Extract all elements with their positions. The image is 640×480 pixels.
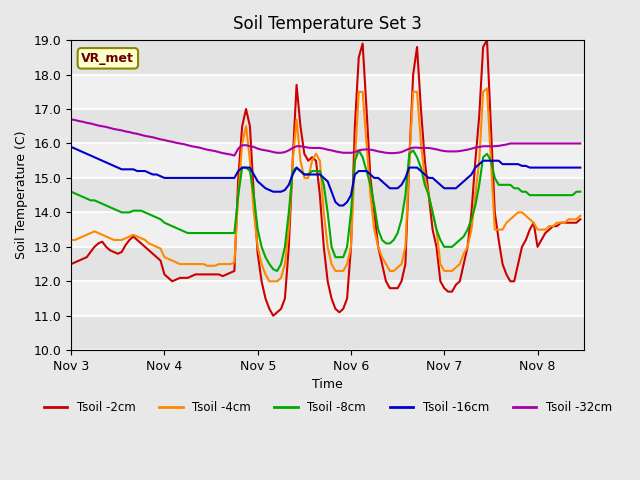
Tsoil -32cm bbox=[110, 126, 118, 132]
Tsoil -8cm bbox=[577, 189, 584, 194]
Tsoil -16cm bbox=[483, 158, 491, 164]
Legend: Tsoil -2cm, Tsoil -4cm, Tsoil -8cm, Tsoil -16cm, Tsoil -32cm: Tsoil -2cm, Tsoil -4cm, Tsoil -8cm, Tsoi… bbox=[39, 396, 616, 419]
Tsoil -2cm bbox=[479, 44, 487, 50]
Tsoil -2cm bbox=[223, 272, 230, 277]
Tsoil -2cm bbox=[577, 216, 584, 222]
Tsoil -32cm bbox=[577, 141, 584, 146]
Tsoil -4cm bbox=[67, 237, 75, 243]
Tsoil -8cm bbox=[487, 158, 495, 164]
Tsoil -2cm bbox=[238, 123, 246, 129]
Tsoil -16cm bbox=[479, 158, 487, 164]
Tsoil -16cm bbox=[238, 165, 246, 170]
Tsoil -32cm bbox=[483, 144, 491, 149]
Bar bbox=[71, 247, 584, 281]
Tsoil -8cm bbox=[238, 165, 246, 170]
Tsoil -32cm bbox=[129, 130, 137, 136]
Tsoil -8cm bbox=[67, 189, 75, 194]
Tsoil -32cm bbox=[230, 153, 238, 158]
Tsoil -2cm bbox=[269, 313, 277, 319]
X-axis label: Time: Time bbox=[312, 379, 343, 392]
Tsoil -4cm bbox=[487, 158, 495, 164]
Tsoil -16cm bbox=[110, 163, 118, 169]
Tsoil -16cm bbox=[335, 203, 343, 208]
Tsoil -8cm bbox=[273, 268, 281, 274]
Bar bbox=[71, 316, 584, 350]
Tsoil -2cm bbox=[110, 249, 118, 255]
Bar bbox=[71, 178, 584, 212]
Tsoil -2cm bbox=[483, 37, 491, 43]
Tsoil -2cm bbox=[487, 123, 495, 129]
Tsoil -4cm bbox=[238, 141, 246, 146]
Tsoil -8cm bbox=[483, 151, 491, 156]
Line: Tsoil -2cm: Tsoil -2cm bbox=[71, 40, 580, 316]
Tsoil -8cm bbox=[110, 206, 118, 212]
Line: Tsoil -8cm: Tsoil -8cm bbox=[71, 150, 580, 271]
Tsoil -4cm bbox=[266, 278, 273, 284]
Tsoil -16cm bbox=[223, 175, 230, 181]
Line: Tsoil -16cm: Tsoil -16cm bbox=[71, 147, 580, 205]
Y-axis label: Soil Temperature (C): Soil Temperature (C) bbox=[15, 131, 28, 259]
Tsoil -2cm bbox=[129, 234, 137, 240]
Tsoil -8cm bbox=[355, 147, 363, 153]
Bar bbox=[71, 40, 584, 74]
Line: Tsoil -4cm: Tsoil -4cm bbox=[71, 88, 580, 281]
Tsoil -4cm bbox=[223, 261, 230, 267]
Tsoil -16cm bbox=[67, 144, 75, 150]
Tsoil -2cm bbox=[67, 261, 75, 267]
Tsoil -8cm bbox=[129, 208, 137, 214]
Tsoil -4cm bbox=[577, 213, 584, 219]
Bar bbox=[71, 109, 584, 144]
Tsoil -32cm bbox=[67, 117, 75, 122]
Tsoil -8cm bbox=[223, 230, 230, 236]
Tsoil -4cm bbox=[483, 85, 491, 91]
Tsoil -4cm bbox=[479, 89, 487, 95]
Tsoil -16cm bbox=[577, 165, 584, 170]
Tsoil -32cm bbox=[479, 144, 487, 149]
Tsoil -32cm bbox=[223, 151, 230, 156]
Tsoil -32cm bbox=[242, 142, 250, 148]
Title: Soil Temperature Set 3: Soil Temperature Set 3 bbox=[233, 15, 422, 33]
Text: VR_met: VR_met bbox=[81, 52, 134, 65]
Tsoil -4cm bbox=[110, 237, 118, 243]
Line: Tsoil -32cm: Tsoil -32cm bbox=[71, 120, 580, 156]
Tsoil -4cm bbox=[129, 232, 137, 238]
Tsoil -16cm bbox=[129, 167, 137, 172]
